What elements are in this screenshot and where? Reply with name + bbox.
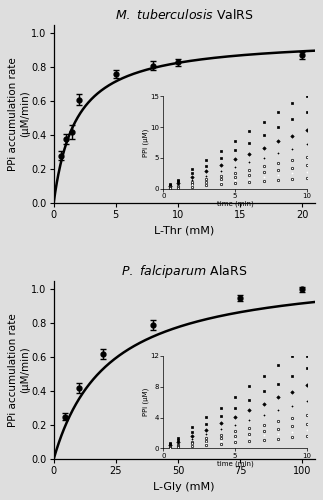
Y-axis label: PPi accumulation rate
(μM/min): PPi accumulation rate (μM/min) bbox=[8, 313, 30, 427]
Title: $\it{P.\ falciparum}$ AlaRS: $\it{P.\ falciparum}$ AlaRS bbox=[121, 264, 247, 280]
Y-axis label: PPi accumulation rate
(μM/min): PPi accumulation rate (μM/min) bbox=[8, 57, 30, 171]
X-axis label: L-Thr (mM): L-Thr (mM) bbox=[154, 226, 214, 235]
X-axis label: L-Gly (mM): L-Gly (mM) bbox=[153, 482, 215, 492]
Title: $\it{M.\ tuberculosis}$ ValRS: $\it{M.\ tuberculosis}$ ValRS bbox=[115, 8, 254, 22]
